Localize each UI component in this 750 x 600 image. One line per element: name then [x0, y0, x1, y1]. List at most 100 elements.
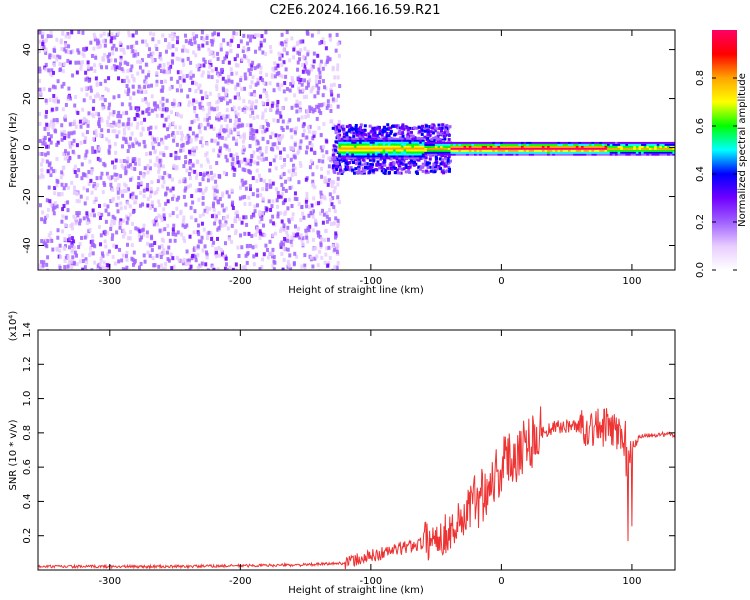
heatmap-cell: [203, 126, 207, 131]
heatmap-cell: [368, 124, 372, 128]
heatmap-cell: [306, 109, 310, 114]
heatmap-cell: [276, 63, 280, 68]
heatmap-cell: [198, 182, 202, 187]
heatmap-cell: [333, 146, 337, 150]
heatmap-cell: [494, 141, 498, 144]
heatmap-cell: [46, 126, 50, 131]
heatmap-cell: [502, 141, 506, 144]
heatmap-cell: [94, 111, 98, 116]
heatmap-cell: [112, 221, 116, 226]
heatmap-cell: [261, 187, 265, 192]
heatmap-cell: [169, 188, 173, 193]
heatmap-cell: [476, 145, 480, 148]
heatmap-cell: [267, 199, 271, 204]
heatmap-cell: [48, 71, 52, 76]
heatmap-cell: [317, 103, 321, 108]
heatmap-cell: [264, 30, 268, 35]
heatmap-cell: [381, 128, 385, 132]
heatmap-cell: [342, 132, 346, 136]
heatmap-cell: [138, 171, 142, 176]
heatmap-cell: [659, 147, 663, 150]
heatmap-cell: [217, 93, 221, 98]
heatmap-cell: [205, 255, 209, 260]
heatmap-cell: [489, 149, 493, 152]
heatmap-cell: [103, 38, 107, 43]
heatmap-cell: [596, 151, 600, 154]
heatmap-cell: [591, 153, 595, 156]
heatmap-cell: [56, 99, 60, 104]
heatmap-cell: [61, 166, 65, 171]
heatmap-cell: [145, 230, 149, 235]
heatmap-cell: [369, 143, 373, 146]
heatmap-cell: [99, 81, 103, 86]
heatmap-cell: [245, 106, 249, 111]
heatmap-cell: [112, 95, 116, 100]
heatmap-cell: [292, 262, 296, 267]
heatmap-cell: [641, 151, 645, 154]
heatmap-cell: [150, 141, 154, 146]
heatmap-cell: [398, 149, 402, 152]
heatmap-cell: [161, 267, 165, 270]
heatmap-cell: [281, 186, 285, 191]
heatmap-cell: [366, 157, 370, 160]
heatmap-cell: [193, 80, 197, 85]
heatmap-cell: [101, 39, 105, 44]
heatmap-cell: [337, 136, 341, 140]
heatmap-cell: [340, 145, 344, 148]
heatmap-cell: [271, 233, 275, 238]
heatmap-cell: [282, 147, 286, 152]
heatmap-cell: [646, 141, 650, 144]
heatmap-cell: [186, 94, 190, 99]
heatmap-cell: [51, 203, 55, 208]
heatmap-cell: [628, 149, 632, 152]
heatmap-cell: [377, 153, 381, 156]
heatmap-cell: [108, 52, 112, 57]
heatmap-cell: [395, 168, 399, 172]
heatmap-cell: [199, 140, 203, 145]
heatmap-cell: [299, 233, 303, 238]
heatmap-cell: [581, 145, 585, 148]
heatmap-cell: [74, 60, 78, 65]
heatmap-cell: [309, 89, 313, 94]
heatmap-cell: [638, 147, 642, 150]
heatmap-cell: [243, 194, 247, 199]
heatmap-cell: [374, 139, 378, 142]
tick-label: 0.8: [22, 425, 33, 441]
heatmap-cell: [41, 263, 45, 268]
heatmap-cell: [672, 149, 675, 152]
heatmap-cell: [306, 83, 310, 88]
heatmap-cell: [225, 146, 229, 151]
heatmap-cell: [443, 133, 447, 137]
heatmap-cell: [109, 39, 113, 44]
heatmap-cell: [63, 149, 67, 154]
heatmap-cell: [236, 112, 240, 117]
heatmap-cell: [372, 158, 376, 162]
heatmap-cell: [149, 186, 153, 191]
heatmap-cell: [212, 54, 216, 59]
heatmap-cell: [326, 237, 330, 242]
heatmap-cell: [440, 147, 444, 150]
heatmap-cell: [393, 157, 397, 160]
heatmap-cell: [86, 218, 90, 223]
heatmap-cell: [612, 153, 616, 156]
heatmap-cell: [293, 191, 297, 196]
heatmap-cell: [271, 101, 275, 106]
heatmap-cell: [162, 180, 166, 185]
heatmap-cell: [270, 131, 274, 136]
heatmap-cell: [274, 66, 278, 71]
heatmap-cell: [494, 153, 498, 156]
heatmap-cell: [69, 141, 73, 146]
heatmap-cell: [71, 142, 75, 147]
heatmap-cell: [426, 149, 430, 152]
heatmap-cell: [430, 124, 434, 128]
heatmap-cell: [188, 149, 192, 154]
heatmap-cell: [567, 151, 571, 154]
heatmap-cell: [39, 260, 43, 265]
heatmap-cell: [581, 147, 585, 150]
heatmap-cell: [243, 202, 247, 207]
heatmap-cell: [38, 30, 42, 35]
heatmap-cell: [119, 201, 123, 206]
heatmap-cell: [106, 54, 110, 59]
heatmap-cell: [442, 143, 446, 146]
heatmap-cell: [255, 178, 259, 183]
